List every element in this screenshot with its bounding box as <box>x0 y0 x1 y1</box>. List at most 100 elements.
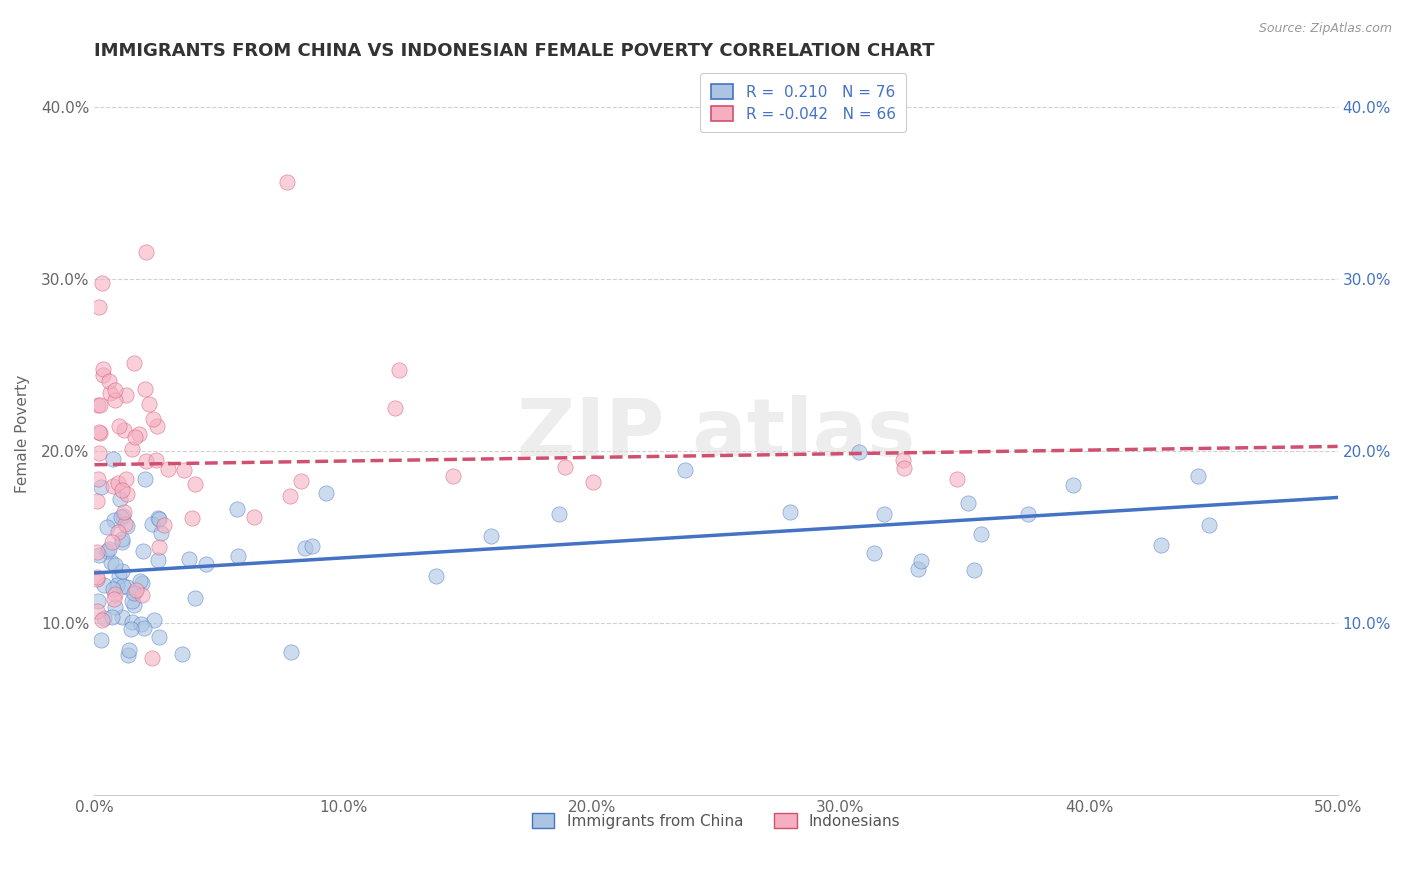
Point <box>89 300 111 314</box>
Point <box>132 543 155 558</box>
Point <box>118 643 141 657</box>
Point <box>673 463 696 477</box>
Point <box>315 486 337 500</box>
Point <box>104 393 127 408</box>
Point <box>91 368 114 382</box>
Point <box>114 516 136 531</box>
Point <box>115 472 138 486</box>
Point <box>86 594 108 608</box>
Point <box>115 487 138 501</box>
Point <box>970 527 993 541</box>
Point <box>145 453 167 467</box>
Point <box>111 535 134 549</box>
Point <box>111 564 134 578</box>
Point <box>86 398 108 412</box>
Point <box>142 412 165 426</box>
Point <box>441 469 464 483</box>
Text: ZIP atlas: ZIP atlas <box>517 395 915 473</box>
Point <box>91 613 114 627</box>
Point <box>91 277 114 291</box>
Point <box>103 582 125 596</box>
Point <box>183 477 205 491</box>
Point <box>120 622 142 636</box>
Point <box>121 594 143 608</box>
Point <box>194 557 217 571</box>
Point <box>103 591 125 606</box>
Point <box>86 472 108 486</box>
Point <box>98 386 121 401</box>
Point <box>101 535 124 549</box>
Point <box>107 525 129 540</box>
Point <box>108 491 131 506</box>
Point <box>183 591 205 605</box>
Point <box>141 650 163 665</box>
Point <box>554 459 576 474</box>
Point <box>779 505 801 519</box>
Point <box>148 541 170 555</box>
Point <box>956 496 979 510</box>
Point <box>86 572 108 586</box>
Point <box>107 476 129 491</box>
Point <box>112 423 135 437</box>
Point <box>243 510 266 524</box>
Point <box>128 426 150 441</box>
Point <box>945 472 967 486</box>
Point <box>177 552 200 566</box>
Point <box>907 562 929 576</box>
Point <box>104 599 127 614</box>
Point <box>131 616 153 631</box>
Point <box>132 621 155 635</box>
Point <box>103 513 125 527</box>
Point <box>548 507 571 521</box>
Point <box>134 382 156 396</box>
Point <box>122 355 145 369</box>
Point <box>425 569 447 583</box>
Point <box>112 505 135 519</box>
Text: Source: ZipAtlas.com: Source: ZipAtlas.com <box>1258 22 1392 36</box>
Point <box>122 586 145 600</box>
Point <box>91 362 114 376</box>
Point <box>910 554 932 568</box>
Point <box>893 461 915 475</box>
Point <box>848 444 870 458</box>
Point <box>294 541 316 555</box>
Text: IMMIGRANTS FROM CHINA VS INDONESIAN FEMALE POVERTY CORRELATION CHART: IMMIGRANTS FROM CHINA VS INDONESIAN FEMA… <box>94 42 935 60</box>
Point <box>181 510 204 524</box>
Point <box>97 542 120 557</box>
Point <box>290 474 312 488</box>
Point <box>89 398 111 412</box>
Point <box>1017 508 1039 522</box>
Point <box>105 578 128 592</box>
Legend: Immigrants from China, Indonesians: Immigrants from China, Indonesians <box>526 806 907 835</box>
Point <box>86 494 108 508</box>
Y-axis label: Female Poverty: Female Poverty <box>15 375 30 493</box>
Point <box>384 401 406 415</box>
Point <box>111 533 134 547</box>
Point <box>111 610 134 624</box>
Point <box>97 374 120 388</box>
Point <box>108 418 131 433</box>
Point <box>1198 518 1220 533</box>
Point <box>138 397 160 411</box>
Point <box>89 548 111 562</box>
Point <box>100 555 122 569</box>
Point <box>131 588 153 602</box>
Point <box>104 587 127 601</box>
Point <box>278 489 301 503</box>
Point <box>131 576 153 591</box>
Point <box>863 546 886 560</box>
Point <box>86 545 108 559</box>
Point <box>87 425 110 440</box>
Point <box>93 577 115 591</box>
Point <box>115 388 138 402</box>
Point <box>150 526 173 541</box>
Point <box>276 175 298 189</box>
Point <box>129 574 152 588</box>
Point <box>124 583 146 598</box>
Point <box>135 245 157 260</box>
Point <box>111 483 134 498</box>
Point <box>100 610 122 624</box>
Point <box>124 598 146 612</box>
Point <box>112 508 135 523</box>
Point <box>873 507 896 521</box>
